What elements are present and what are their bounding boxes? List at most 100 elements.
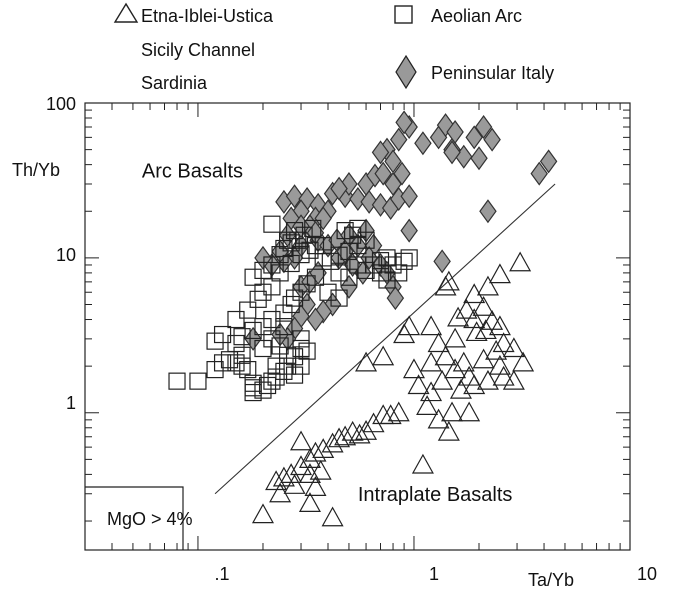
triangle-point xyxy=(312,438,335,459)
diamond-point xyxy=(400,184,418,209)
triangle-point xyxy=(416,395,439,415)
square-point xyxy=(213,354,232,372)
square-point xyxy=(371,252,390,270)
square-point xyxy=(244,268,262,286)
square-point xyxy=(336,222,354,240)
triangle-point xyxy=(512,351,535,372)
triangle-point xyxy=(434,345,457,366)
y-tick-label-100: 100 xyxy=(46,94,76,114)
triangle-point xyxy=(444,327,467,348)
triangle-point xyxy=(463,374,486,395)
y-tick-label-1: 1 xyxy=(66,393,76,413)
square-point xyxy=(278,357,297,375)
square-point xyxy=(378,249,396,267)
triangle-point xyxy=(251,503,275,524)
diamond-point xyxy=(395,110,413,135)
square-point xyxy=(239,301,257,319)
diamond-point xyxy=(285,184,304,209)
square-point xyxy=(263,372,281,390)
diamond-point xyxy=(389,127,408,152)
x-tick-label-0.1: .1 xyxy=(214,564,229,584)
triangle-point xyxy=(298,492,321,512)
square-point xyxy=(357,261,375,280)
triangle-point xyxy=(472,348,495,369)
square-point xyxy=(227,334,245,353)
square-point xyxy=(278,346,297,364)
intraplate-basalts-label: Intraplate Basalts xyxy=(358,484,513,506)
square-point xyxy=(254,283,272,301)
triangle-point xyxy=(485,339,508,360)
diamond-point xyxy=(465,125,483,150)
square-point xyxy=(189,372,207,390)
triangle-point xyxy=(427,332,450,353)
triangle-point xyxy=(488,315,511,336)
diamond-point xyxy=(330,176,348,201)
diamond-point xyxy=(539,149,558,174)
square-point xyxy=(285,289,304,307)
diamond-point xyxy=(443,140,461,165)
triangle-point xyxy=(437,420,460,441)
square-point xyxy=(249,290,267,308)
triangle-point xyxy=(269,482,292,503)
triangle-point xyxy=(476,369,499,390)
axis-ticks xyxy=(84,102,631,550)
square-point xyxy=(292,339,310,358)
square-point xyxy=(285,222,304,240)
triangle-point xyxy=(481,309,504,330)
divider-line xyxy=(214,183,556,495)
square-point xyxy=(378,271,396,289)
square-point xyxy=(275,318,293,336)
diamond-point xyxy=(306,307,325,332)
diamond-point xyxy=(433,249,451,274)
square-point xyxy=(330,264,348,282)
triangle-point xyxy=(321,432,344,453)
square-point xyxy=(282,254,300,273)
square-point xyxy=(254,339,272,358)
diamond-point xyxy=(400,218,418,243)
triangle-point xyxy=(452,351,475,372)
square-point xyxy=(306,268,325,286)
triangle-point xyxy=(355,419,378,440)
triangle-point xyxy=(488,263,511,284)
triangle-point xyxy=(444,358,467,379)
triangle-point xyxy=(355,351,378,372)
triangle-point xyxy=(334,425,357,446)
triangle-point xyxy=(463,283,486,304)
legend-label-triangle-line1: Etna-Iblei-Ustica xyxy=(141,6,274,26)
square-point xyxy=(292,330,310,348)
square-point xyxy=(395,252,413,270)
x-tick-label-1: 1 xyxy=(429,564,439,584)
square-point xyxy=(168,372,186,390)
x-tick-label-10: 10 xyxy=(637,564,657,584)
data-points xyxy=(168,110,558,527)
y-tick-label-10: 10 xyxy=(56,245,76,265)
triangle-point xyxy=(411,453,434,474)
diamond-point xyxy=(446,119,464,144)
triangle-point xyxy=(304,476,327,496)
square-point xyxy=(233,328,251,346)
triangle-point xyxy=(290,430,313,451)
diamond-point xyxy=(386,286,405,311)
square-point xyxy=(319,283,337,301)
triangle-point xyxy=(420,315,443,336)
triangle-point xyxy=(407,374,430,395)
triangle-point xyxy=(298,463,321,483)
diamond-point xyxy=(340,274,358,299)
square-point xyxy=(244,383,262,402)
triangle-point xyxy=(440,401,464,422)
square-point xyxy=(282,295,300,314)
square-point xyxy=(298,342,316,360)
triangle-point xyxy=(393,323,416,344)
triangle-point xyxy=(447,306,470,327)
y-axis-title: Th/Yb xyxy=(12,160,60,180)
triangle-point xyxy=(502,337,525,358)
legend-label-diamond: Peninsular Italy xyxy=(431,63,554,83)
triangle-point xyxy=(492,332,515,353)
square-point xyxy=(349,219,367,238)
square-point xyxy=(285,366,304,384)
square-point xyxy=(263,310,281,329)
plot-frame xyxy=(84,102,631,551)
square-point xyxy=(314,249,332,267)
diamond-point xyxy=(374,161,392,186)
triangle-point xyxy=(420,381,443,402)
